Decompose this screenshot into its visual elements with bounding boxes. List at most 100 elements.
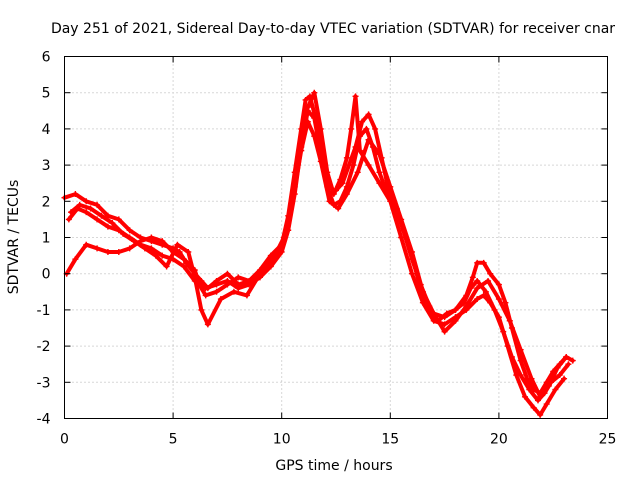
data-point xyxy=(83,241,90,248)
axis-layer: 0 5 10 15 20 25 -4 -3 -2 -1 0 1 2 3 4 5 6 xyxy=(37,50,617,448)
data-point xyxy=(343,154,350,161)
data-point xyxy=(537,393,544,400)
data-point xyxy=(348,125,355,132)
data-point xyxy=(474,259,481,266)
y-tick-label: 6 xyxy=(42,50,51,66)
data-point xyxy=(304,104,311,111)
data-point xyxy=(311,133,318,140)
data-point xyxy=(356,147,363,154)
data-point xyxy=(298,147,305,154)
data-point xyxy=(474,296,481,303)
data-point xyxy=(487,299,494,306)
data-point xyxy=(180,263,187,270)
data-point xyxy=(76,201,83,208)
y-tick-label: 3 xyxy=(42,158,51,174)
y-axis-label: SDTVAR / TECUs xyxy=(6,180,22,295)
data-point xyxy=(430,310,437,317)
series-layer xyxy=(61,89,576,418)
data-point xyxy=(326,198,333,205)
data-point xyxy=(83,209,90,216)
data-point xyxy=(365,111,372,118)
data-point xyxy=(461,299,468,306)
data-point xyxy=(72,256,79,263)
data-point xyxy=(398,234,405,241)
data-point xyxy=(495,296,502,303)
data-point xyxy=(324,169,331,176)
data-point xyxy=(280,234,287,241)
data-point xyxy=(87,205,94,212)
data-point xyxy=(68,209,75,216)
data-point xyxy=(159,238,166,245)
data-point xyxy=(213,281,220,288)
data-point xyxy=(569,357,576,364)
data-point xyxy=(83,198,90,205)
x-axis-label: GPS time / hours xyxy=(275,458,392,474)
data-point xyxy=(474,285,481,292)
y-tick-label: -3 xyxy=(37,375,51,391)
data-point xyxy=(480,292,487,299)
data-point xyxy=(163,263,170,270)
data-point xyxy=(365,136,372,143)
data-point xyxy=(376,151,383,158)
data-point xyxy=(104,223,111,230)
data-point xyxy=(513,372,520,379)
y-tick-label: 4 xyxy=(42,122,51,138)
data-point xyxy=(317,158,324,165)
data-point xyxy=(376,180,383,187)
data-point xyxy=(98,212,105,219)
data-point xyxy=(563,353,570,360)
data-point xyxy=(441,328,448,335)
data-point xyxy=(554,364,561,371)
data-point xyxy=(330,191,337,198)
data-point xyxy=(452,317,459,324)
data-point xyxy=(485,277,492,284)
data-point xyxy=(480,259,487,266)
data-point xyxy=(517,346,524,353)
data-point xyxy=(335,205,342,212)
data-point xyxy=(441,321,448,328)
data-point xyxy=(350,162,357,169)
data-point xyxy=(387,183,394,190)
y-tick-label: -4 xyxy=(37,412,51,428)
data-point xyxy=(352,93,359,100)
x-tick-label: 5 xyxy=(169,432,178,448)
data-point xyxy=(65,216,72,223)
data-point xyxy=(311,89,318,96)
data-point xyxy=(304,118,311,125)
data-point xyxy=(198,306,205,313)
data-point xyxy=(343,191,350,198)
data-point xyxy=(372,125,379,132)
data-point xyxy=(409,270,416,277)
data-point xyxy=(311,115,318,122)
data-point xyxy=(359,118,366,125)
data-point xyxy=(94,216,101,223)
data-point xyxy=(530,404,537,411)
x-tick-label: 25 xyxy=(599,432,617,448)
data-point xyxy=(141,245,148,252)
data-point xyxy=(235,274,242,281)
y-tick-label: 1 xyxy=(42,231,51,247)
data-point xyxy=(376,169,383,176)
data-point xyxy=(474,277,481,284)
data-point xyxy=(543,401,550,408)
chart-title: Day 251 of 2021, Sidereal Day-to-day VTE… xyxy=(51,21,615,37)
data-point xyxy=(452,306,459,313)
data-point xyxy=(148,234,155,241)
data-point xyxy=(302,96,309,103)
data-point xyxy=(256,270,263,277)
data-point xyxy=(495,281,502,288)
data-point xyxy=(317,125,324,132)
data-point xyxy=(126,245,133,252)
data-point xyxy=(443,310,450,317)
data-point xyxy=(469,274,476,281)
y-tick-label: 0 xyxy=(42,267,51,283)
data-point xyxy=(230,288,237,295)
data-point xyxy=(521,393,528,400)
data-point xyxy=(545,382,552,389)
data-point xyxy=(528,375,535,382)
data-point xyxy=(94,201,101,208)
data-point xyxy=(217,296,224,303)
data-point xyxy=(482,288,489,295)
data-point xyxy=(365,162,372,169)
